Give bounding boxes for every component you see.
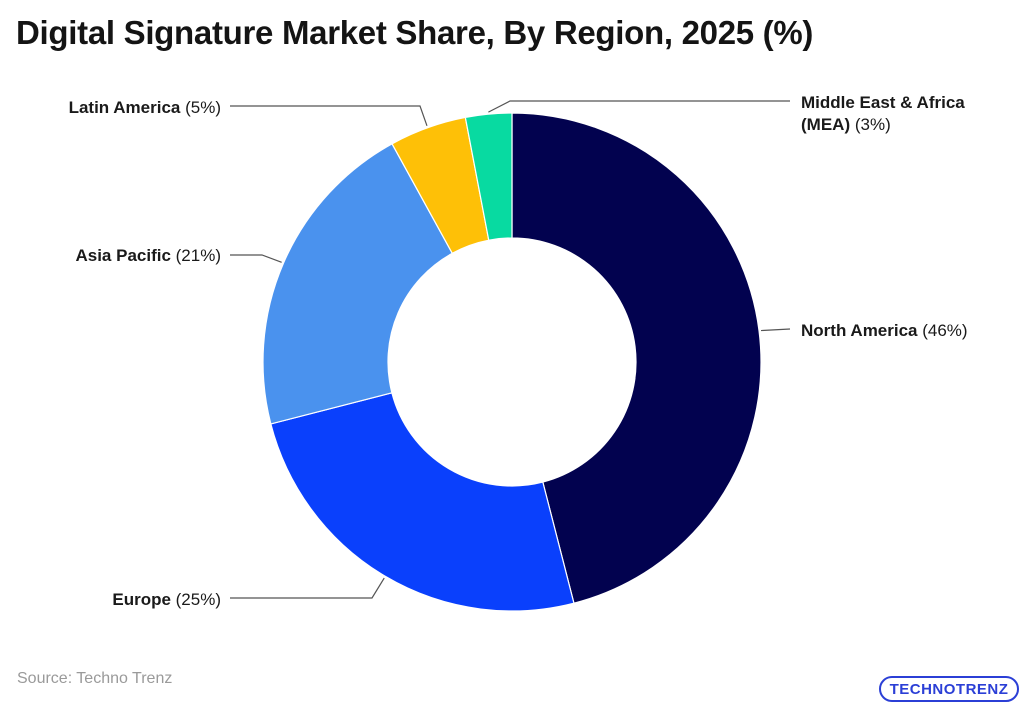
slice-middle-east-africa-mea [464, 112, 513, 241]
chart-title: Digital Signature Market Share, By Regio… [16, 14, 814, 51]
label-value: (3%) [850, 115, 891, 134]
data-label-latin-america: Latin America (5%) [69, 98, 221, 117]
slices-group [262, 112, 762, 612]
slice-north-america [511, 112, 762, 604]
leader-line [488, 100, 790, 113]
label-name: Europe [112, 590, 171, 609]
slice-europe [270, 392, 575, 612]
data-label-europe: Europe (25%) [112, 590, 221, 609]
leader-line [230, 577, 385, 599]
label-value: (21%) [171, 246, 221, 265]
brand-logo: TECHNOTRENZ [879, 676, 1019, 702]
label-name-line2: (MEA) [801, 115, 850, 134]
label-value: (25%) [171, 590, 221, 609]
data-label-mea: Middle East & Africa (MEA) (3%) [801, 93, 969, 134]
data-label-north-america: North America (46%) [801, 321, 968, 340]
label-name: Asia Pacific [75, 246, 170, 265]
leader-line [760, 328, 791, 332]
label-value: (5%) [180, 98, 221, 117]
label-name-line1: Middle East & Africa [801, 93, 965, 112]
slice-asia-pacific [262, 142, 454, 425]
source-note: Source: Techno Trenz [17, 670, 173, 687]
leader-line [230, 105, 428, 127]
leader-lines-group [230, 100, 791, 599]
leader-line [230, 254, 282, 263]
data-label-asia-pacific: Asia Pacific (21%) [75, 246, 221, 265]
label-value: (46%) [918, 321, 968, 340]
label-name: North America [801, 321, 918, 340]
label-name: Latin America [69, 98, 181, 117]
